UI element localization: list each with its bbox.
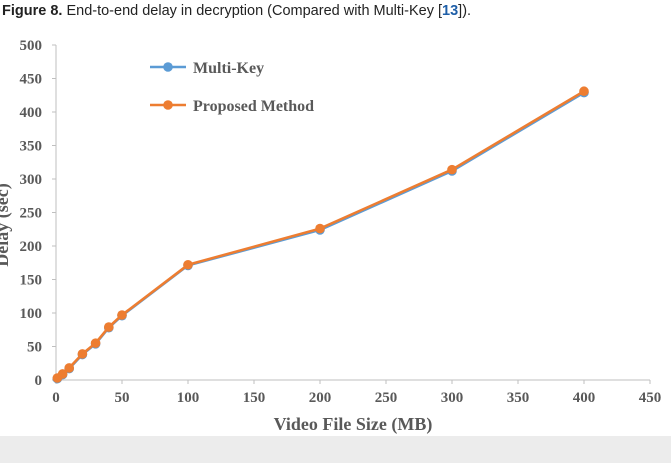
x-tick-label: 100 xyxy=(177,390,200,406)
caption-bar: Figure 8. End-to-end delay in decryption… xyxy=(0,0,671,30)
data-point xyxy=(64,363,74,373)
chart-legend: Multi-Key Proposed Method xyxy=(150,60,314,115)
y-tick-label: 50 xyxy=(27,340,42,356)
y-tick-label: 150 xyxy=(20,273,43,289)
figure-caption: Figure 8. End-to-end delay in decryption… xyxy=(2,3,471,19)
y-axis-label: Delay (sec) xyxy=(0,183,13,266)
bottom-band xyxy=(0,436,671,463)
y-tick-label: 500 xyxy=(20,38,43,54)
series-1 xyxy=(52,87,589,384)
x-tick-label: 250 xyxy=(375,390,398,406)
data-point xyxy=(315,223,325,234)
data-point xyxy=(183,259,193,270)
x-tick-label: 400 xyxy=(573,390,596,406)
data-point xyxy=(57,369,68,379)
x-tick-label: 0 xyxy=(52,390,60,406)
y-tick-label: 100 xyxy=(20,306,43,322)
legend-item-1: Multi-Key xyxy=(150,60,264,77)
y-tick-label: 200 xyxy=(20,239,43,255)
line-chart: 0 50 100 150 200 250 300 350 400 450 500 0 50 100 150 2… xyxy=(0,38,662,435)
y-tick-label: 400 xyxy=(20,105,43,121)
chart-series-layer xyxy=(52,86,589,384)
legend-item-2: Proposed Method xyxy=(150,98,314,115)
y-tick-label: 250 xyxy=(20,206,43,222)
x-tick-label: 350 xyxy=(507,390,530,406)
data-point xyxy=(117,310,127,320)
series-2 xyxy=(52,86,589,383)
x-tick-label: 300 xyxy=(441,390,464,406)
reference-link[interactable]: 13 xyxy=(442,3,459,19)
legend-label: Multi-Key xyxy=(193,60,264,77)
x-axis-label: Video File Size (MB) xyxy=(274,414,433,435)
data-point xyxy=(104,322,114,332)
series-line xyxy=(56,91,585,380)
data-point xyxy=(90,338,101,348)
chart-panel: 0 50 100 150 200 250 300 350 400 450 500 0 50 100 150 2… xyxy=(0,30,671,436)
figure-label: Figure 8. xyxy=(2,3,63,19)
data-point xyxy=(579,86,589,97)
data-point xyxy=(77,349,88,359)
x-tick-label: 50 xyxy=(115,390,130,406)
caption-text-end: ]). xyxy=(458,3,472,19)
y-tick-label: 350 xyxy=(20,139,43,155)
data-point xyxy=(447,164,457,175)
legend-label: Proposed Method xyxy=(193,98,314,115)
y-tick-label: 0 xyxy=(35,373,43,389)
caption-text: End-to-end delay in decryption (Compared… xyxy=(62,3,443,19)
chart-axes: 0 50 100 150 200 250 300 350 400 450 500 0 50 100 150 2… xyxy=(20,38,662,406)
x-tick-label: 200 xyxy=(309,390,332,406)
x-tick-label: 150 xyxy=(243,390,266,406)
y-tick-label: 450 xyxy=(20,72,43,88)
x-tick-label: 450 xyxy=(639,390,662,406)
y-tick-label: 300 xyxy=(20,172,43,188)
legend-swatch-marker xyxy=(163,62,173,72)
legend-swatch-marker xyxy=(163,100,173,110)
